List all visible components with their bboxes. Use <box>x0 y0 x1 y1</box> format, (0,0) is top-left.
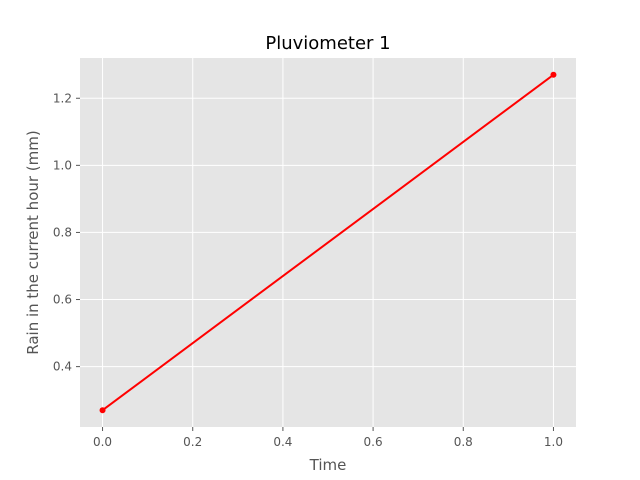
grid-lines <box>80 58 576 427</box>
series-line <box>101 73 555 412</box>
y-tick-label: 1.0 <box>53 158 72 172</box>
x-tick-label: 0.8 <box>454 435 473 449</box>
x-tick-label: 0.6 <box>364 435 383 449</box>
y-tick-label: 1.2 <box>53 91 72 105</box>
x-axis-label: Time <box>309 456 347 474</box>
x-tick-label: 0.2 <box>183 435 202 449</box>
data-point <box>550 71 557 78</box>
x-tick-label: 0.0 <box>93 435 112 449</box>
chart-title: Pluviometer 1 <box>265 33 390 54</box>
x-tick-label: 0.4 <box>273 435 292 449</box>
y-tick-label: 0.8 <box>53 225 72 239</box>
series-layer <box>99 71 557 414</box>
y-axis-label: Rain in the current hour (mm) <box>24 130 42 355</box>
data-point <box>99 407 106 414</box>
x-tick-label: 1.0 <box>544 435 563 449</box>
y-tick-label: 0.6 <box>53 293 72 307</box>
axis-ticks: 0.0 0.2 0.4 0.6 0.8 1.0 0.4 0.6 0.8 1.0 1.2 <box>53 91 563 449</box>
y-tick-label: 0.4 <box>53 360 72 374</box>
